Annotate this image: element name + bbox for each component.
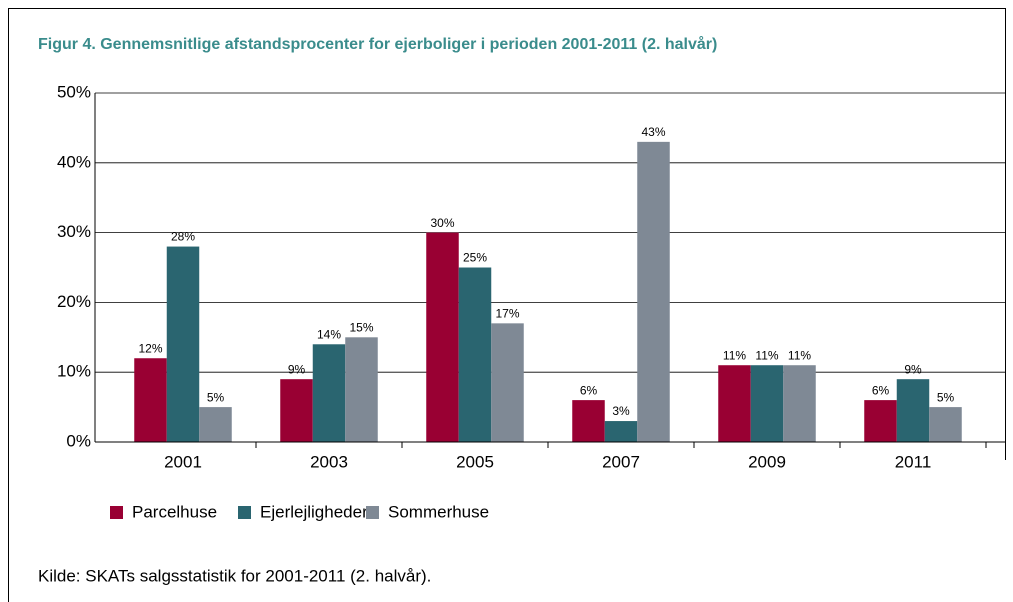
legend-label: Ejerlejligheder [260,502,368,521]
bar [458,267,492,442]
y-tick-label: 0% [66,431,91,450]
bar [750,365,784,442]
y-tick-label: 50% [57,82,91,101]
bar [896,379,930,442]
bar [783,365,816,442]
bar [864,400,897,442]
data-label: 12% [138,341,162,355]
bar [199,407,232,442]
source-note: Kilde: SKATs salgsstatistik for 2001-201… [38,566,431,585]
data-label: 3% [612,404,630,418]
data-label: 6% [872,383,890,397]
x-tick-label: 2011 [895,452,932,471]
data-label: 9% [904,362,922,376]
data-label: 11% [755,348,778,362]
bar [312,344,346,442]
legend-label: Parcelhuse [132,502,217,521]
bar [572,400,605,442]
x-tick-label: 2003 [310,452,348,471]
bar [637,141,670,443]
bar [280,379,313,442]
x-tick-label: 2007 [602,452,640,471]
frame [8,8,1006,602]
data-label: 11% [788,348,811,362]
bar [134,358,167,442]
legend-swatch [238,506,251,519]
x-tick-label: 2005 [456,452,494,471]
legend-swatch [366,506,379,519]
bar [491,323,524,442]
chart-title: Figur 4. Gennemsnitlige afstandsprocente… [38,35,717,53]
legend-label: Sommerhuse [388,502,489,521]
data-label: 5% [207,390,225,404]
x-tick-label: 2001 [164,452,202,471]
data-label: 9% [288,362,306,376]
data-label: 6% [580,383,598,397]
bar [345,337,378,442]
bar [426,232,459,442]
data-label: 15% [349,320,373,334]
y-tick-label: 30% [57,222,91,241]
x-tick-label: 2009 [748,452,786,471]
data-label: 5% [937,390,955,404]
bar [718,365,751,442]
data-label: 11% [723,348,746,362]
bar [604,421,638,442]
y-tick-label: 10% [57,362,91,381]
bar [166,246,200,442]
y-tick-label: 40% [57,152,91,171]
y-tick-label: 20% [57,292,91,311]
data-label: 17% [495,307,519,321]
data-label: 30% [430,216,454,230]
bar [929,407,962,442]
data-label: 25% [463,251,487,265]
data-label: 14% [317,327,341,341]
legend-swatch [110,506,123,519]
data-label: 28% [171,230,195,244]
data-label: 43% [641,125,665,139]
